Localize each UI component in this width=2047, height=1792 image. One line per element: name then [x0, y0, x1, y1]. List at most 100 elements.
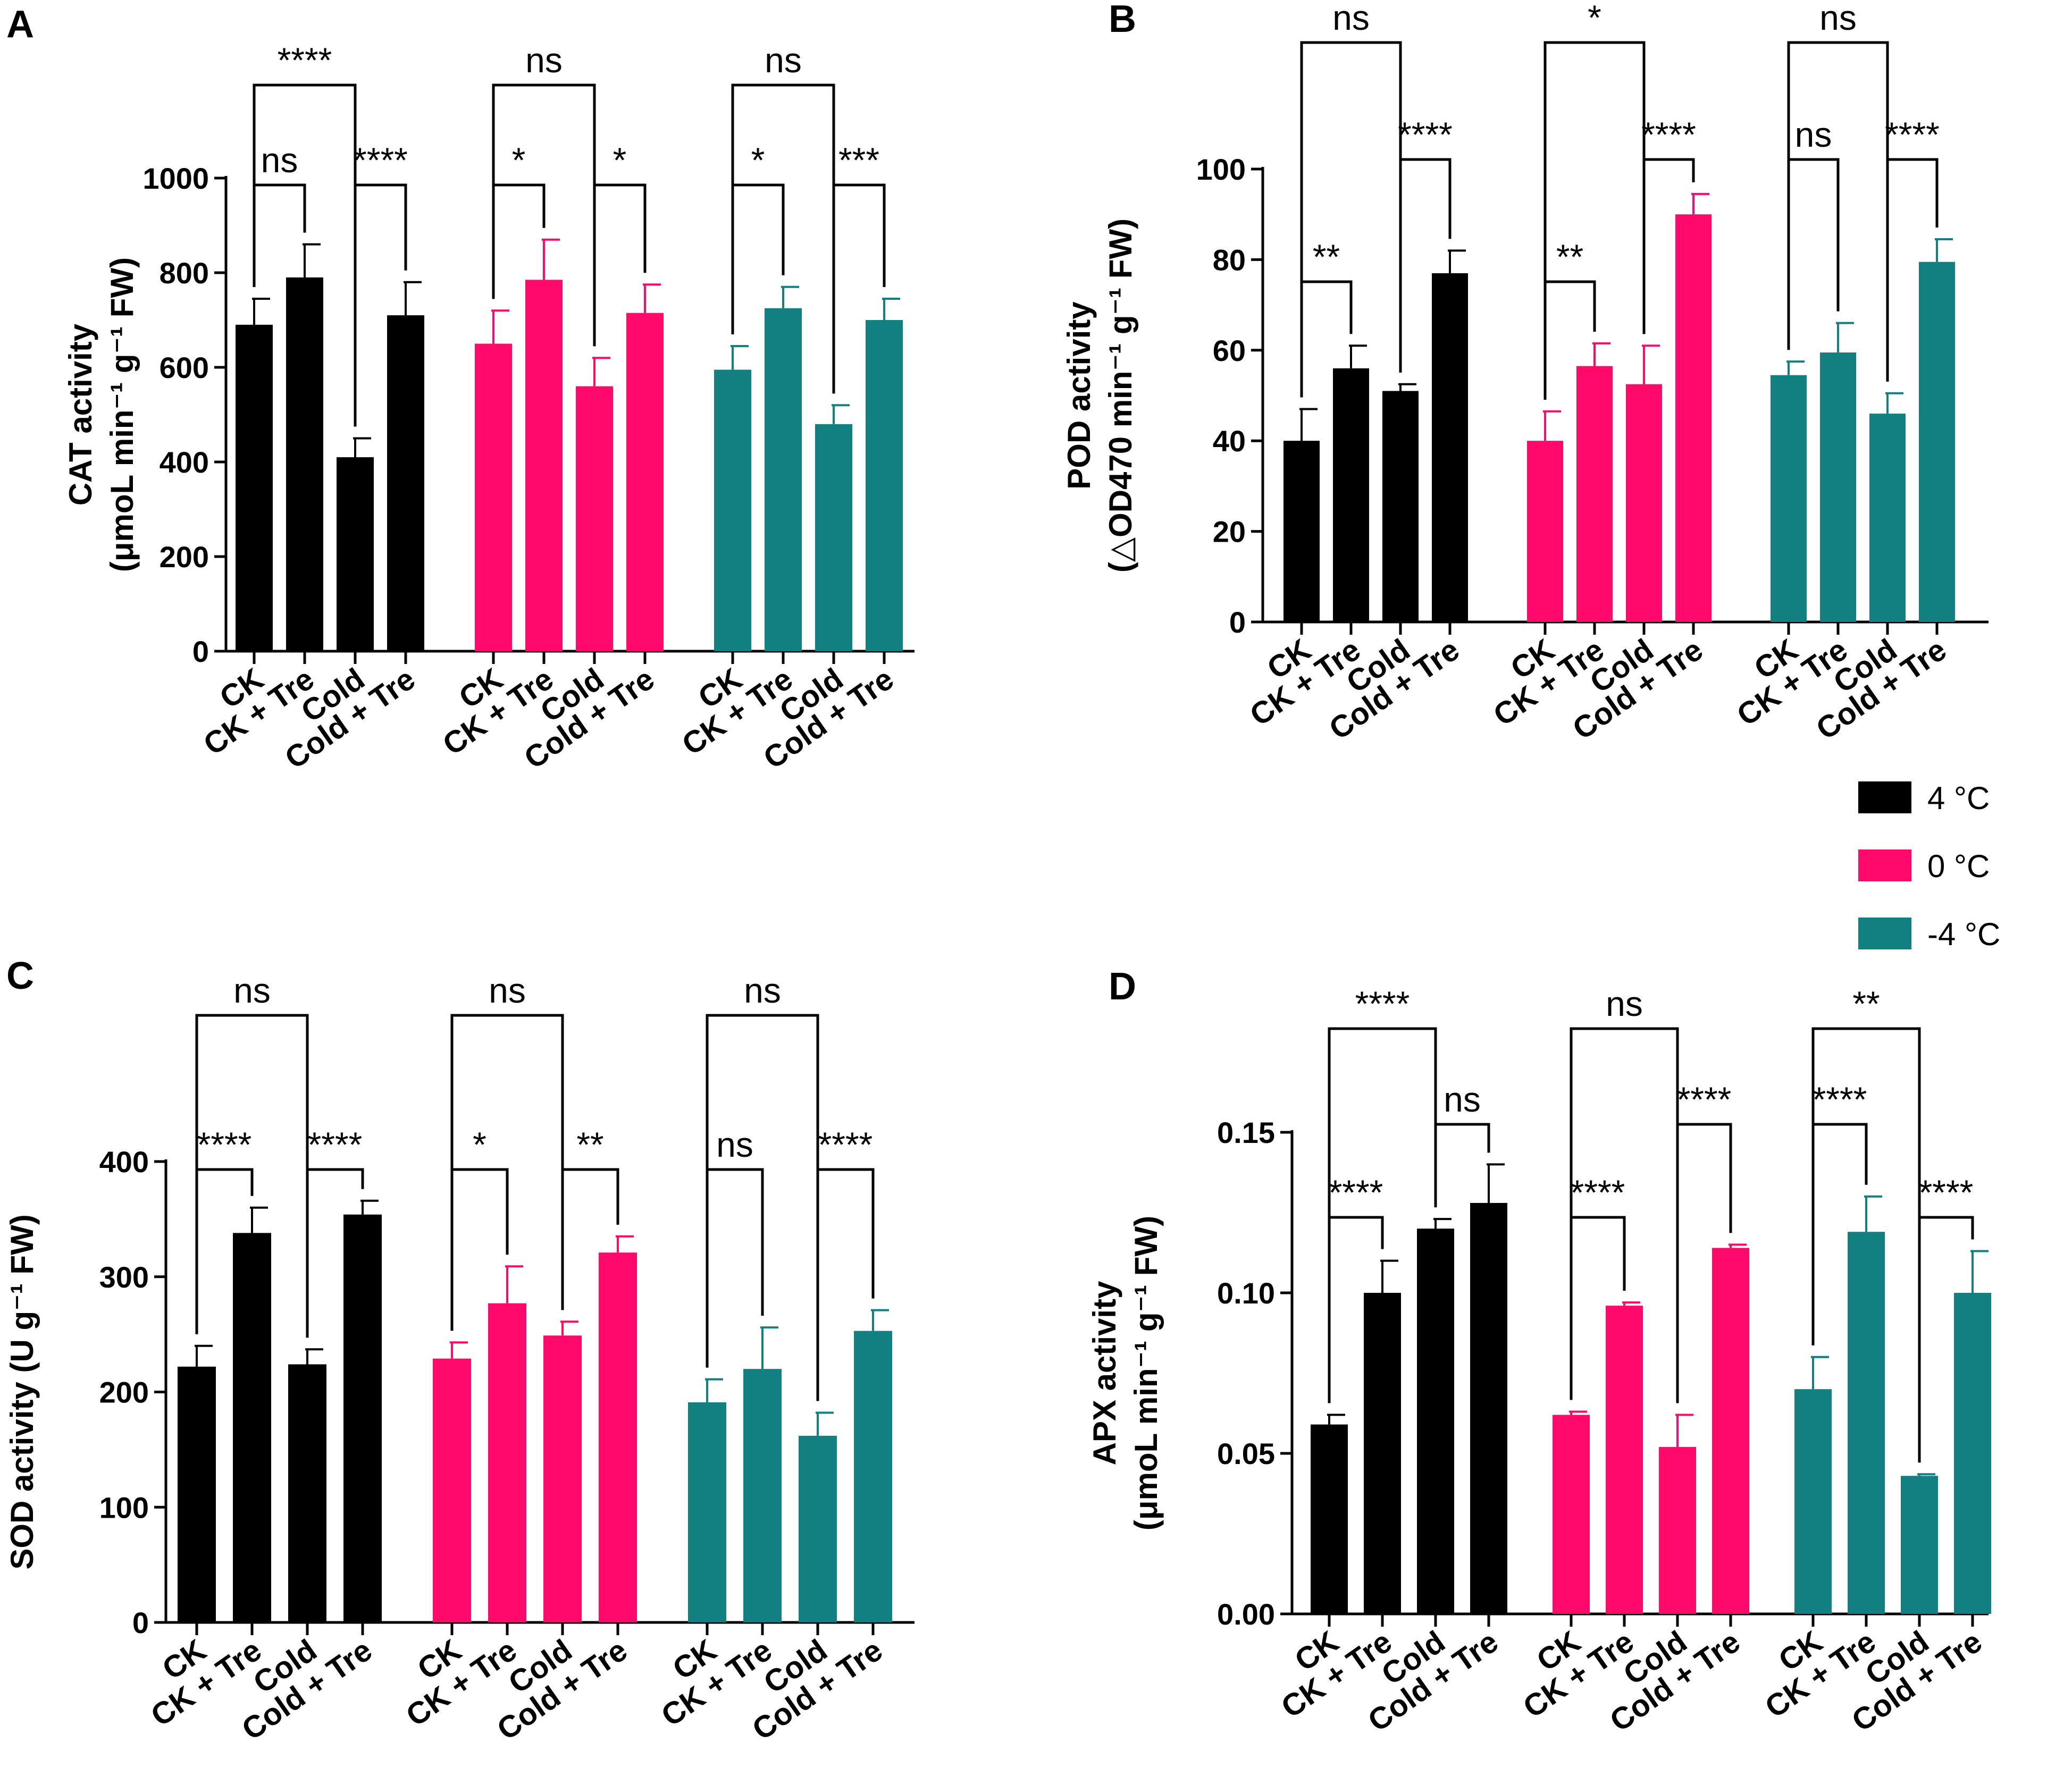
significance-label: *	[473, 1125, 486, 1164]
y-tick-label: 300	[99, 1260, 149, 1294]
legend-label: -4 °C	[1927, 916, 2000, 952]
significance-label: ****	[197, 1125, 252, 1164]
y-axis-title-line2: (μmoL min⁻¹ g⁻¹ FW)	[104, 257, 140, 572]
bar	[433, 1358, 471, 1622]
y-tick-label: 200	[99, 1376, 149, 1409]
significance-label: ns	[261, 140, 298, 180]
significance-label: ns	[1819, 0, 1857, 37]
significance-label: ****	[1885, 115, 1940, 154]
y-tick-label: 0.00	[1217, 1597, 1275, 1631]
bar	[1417, 1229, 1454, 1614]
y-tick-label: 100	[1196, 153, 1246, 186]
significance-label: ns	[765, 40, 802, 80]
y-tick-label: 600	[160, 351, 209, 384]
significance-label: ns	[233, 971, 271, 1010]
bar	[1576, 366, 1613, 622]
significance-label: ****	[818, 1125, 873, 1164]
significance-bracket	[253, 83, 357, 427]
bar	[387, 315, 424, 651]
y-axis-title-line2: (△OD470 min⁻¹ g⁻¹ FW)	[1103, 218, 1138, 573]
y-tick-label: 60	[1213, 334, 1246, 367]
bar	[337, 457, 374, 651]
panel-letter: C	[6, 955, 34, 997]
significance-bracket	[1543, 41, 1646, 400]
bar	[1626, 384, 1662, 622]
bar	[1606, 1306, 1643, 1614]
bar	[688, 1402, 726, 1622]
significance-label: ****	[1641, 115, 1696, 154]
y-tick-label: 400	[99, 1145, 149, 1179]
bar	[1364, 1293, 1401, 1614]
bar	[1901, 1476, 1938, 1614]
bar	[488, 1303, 526, 1622]
significance-bracket	[1787, 158, 1840, 350]
significance-label: ****	[278, 40, 332, 80]
panel-letter: A	[6, 3, 34, 46]
y-axis-title-line1: CAT activity	[63, 323, 98, 506]
bar	[1311, 1424, 1348, 1614]
significance-bracket	[1787, 41, 1889, 382]
significance-bracket	[1300, 41, 1402, 398]
significance-label: ****	[1919, 1173, 1974, 1212]
y-tick-label: 800	[160, 256, 209, 290]
y-tick-label: 0.10	[1217, 1276, 1275, 1310]
significance-label: *	[512, 140, 526, 180]
significance-label: ****	[1329, 1173, 1383, 1212]
significance-label: ns	[1606, 984, 1643, 1023]
significance-label: ****	[353, 140, 408, 180]
panel-letter: B	[1109, 0, 1136, 40]
significance-label: *	[751, 140, 765, 180]
significance-label: ns	[1332, 0, 1370, 37]
bar	[236, 324, 273, 651]
bar	[233, 1233, 271, 1622]
bar	[1283, 441, 1320, 622]
bar	[743, 1369, 782, 1622]
significance-label: ****	[1355, 984, 1410, 1023]
y-axis-title-line1: APX activity	[1087, 1281, 1122, 1465]
bar	[525, 280, 563, 651]
significance-label: **	[1852, 984, 1880, 1023]
y-tick-label: 100	[99, 1491, 149, 1524]
bar	[343, 1214, 382, 1622]
bar	[1869, 414, 1906, 622]
bar	[1382, 391, 1419, 622]
bar	[1820, 352, 1856, 622]
y-axis-title-line1: SOD activity (U g⁻¹ FW)	[4, 1214, 40, 1569]
y-axis-title: APX activity (μmoL min⁻¹ g⁻¹ FW)	[1087, 1216, 1164, 1530]
bar	[288, 1364, 326, 1622]
significance-bracket	[731, 83, 835, 394]
y-tick-label: 0	[132, 1606, 149, 1639]
legend-swatch	[1858, 849, 1911, 881]
significance-bracket	[450, 1014, 564, 1331]
y-tick-label: 200	[160, 540, 209, 574]
bar	[799, 1435, 837, 1622]
y-tick-label: 80	[1213, 243, 1246, 276]
legend-swatch	[1858, 918, 1911, 949]
bar	[1848, 1232, 1885, 1614]
bar	[1794, 1389, 1832, 1614]
bar	[1527, 441, 1563, 622]
significance-label: **	[1556, 237, 1583, 276]
y-axis-title: SOD activity (U g⁻¹ FW)	[4, 1214, 40, 1569]
bar	[599, 1252, 637, 1622]
panel-letter: D	[1109, 965, 1136, 1008]
y-tick-label: 0	[1229, 605, 1246, 639]
significance-label: ****	[1398, 115, 1453, 154]
significance-label: ns	[489, 971, 526, 1010]
significance-label: ****	[1677, 1080, 1732, 1119]
legend-swatch	[1858, 781, 1911, 813]
significance-label: *	[1588, 0, 1601, 37]
bar	[626, 313, 664, 651]
significance-label: **	[576, 1125, 603, 1164]
y-axis-title: CAT activity (μmoL min⁻¹ g⁻¹ FW)	[63, 257, 140, 572]
bar	[854, 1331, 892, 1622]
significance-bracket	[253, 183, 306, 287]
bar	[1771, 375, 1807, 622]
significance-label: ns	[1444, 1080, 1481, 1119]
significance-label: ****	[1571, 1173, 1625, 1212]
legend-label: 4 °C	[1927, 780, 1990, 816]
